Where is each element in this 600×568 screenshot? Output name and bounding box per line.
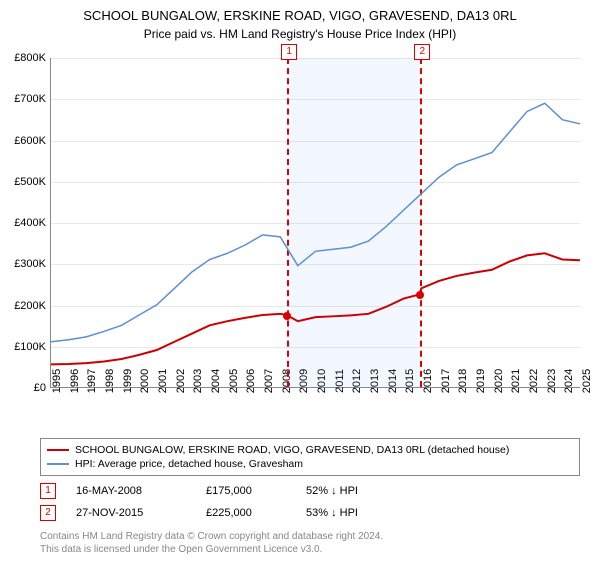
y-axis-label: £800K: [14, 52, 46, 64]
y-axis-label: £600K: [14, 135, 46, 147]
sale-date: 16-MAY-2008: [76, 485, 186, 497]
sale-date: 27-NOV-2015: [76, 507, 186, 519]
sale-number: 1: [40, 483, 56, 499]
y-axis-label: £0: [34, 382, 46, 394]
legend-swatch: [47, 463, 69, 465]
y-axis-label: £200K: [14, 300, 46, 312]
sale-price: £225,000: [206, 507, 286, 519]
chart-subtitle: Price paid vs. HM Land Registry's House …: [0, 27, 600, 41]
y-axis-label: £500K: [14, 176, 46, 188]
chart-area: £0£100K£200K£300K£400K£500K£600K£700K£80…: [50, 58, 580, 388]
series-property: [51, 253, 580, 364]
sale-row: 2 27-NOV-2015 £225,000 53% ↓ HPI: [40, 502, 580, 524]
legend: SCHOOL BUNGALOW, ERSKINE ROAD, VIGO, GRA…: [40, 438, 580, 476]
sales-table: 1 16-MAY-2008 £175,000 52% ↓ HPI 2 27-NOV-201…: [40, 480, 580, 524]
sale-number: 2: [40, 505, 56, 521]
plot-region: £0£100K£200K£300K£400K£500K£600K£700K£80…: [50, 58, 580, 388]
sale-row: 1 16-MAY-2008 £175,000 52% ↓ HPI: [40, 480, 580, 502]
chart-title: SCHOOL BUNGALOW, ERSKINE ROAD, VIGO, GRA…: [0, 8, 600, 25]
legend-item: HPI: Average price, detached house, Grav…: [47, 457, 573, 471]
sale-marker-dot: [416, 291, 424, 299]
sale-hpi-delta: 53% ↓ HPI: [306, 507, 396, 519]
legend-swatch: [47, 449, 69, 451]
y-axis-label: £400K: [14, 217, 46, 229]
y-axis-label: £300K: [14, 258, 46, 270]
sale-hpi-delta: 52% ↓ HPI: [306, 485, 396, 497]
sale-marker-dot: [283, 312, 291, 320]
footer-attribution: Contains HM Land Registry data © Crown c…: [40, 530, 580, 556]
chart-lines: [51, 58, 580, 387]
legend-label: HPI: Average price, detached house, Grav…: [75, 458, 303, 470]
y-axis-label: £100K: [14, 341, 46, 353]
legend-item: SCHOOL BUNGALOW, ERSKINE ROAD, VIGO, GRA…: [47, 443, 573, 457]
sale-price: £175,000: [206, 485, 286, 497]
legend-label: SCHOOL BUNGALOW, ERSKINE ROAD, VIGO, GRA…: [75, 444, 509, 456]
y-axis-label: £700K: [14, 93, 46, 105]
x-axis-label: 2025: [581, 369, 593, 393]
footer-line-2: This data is licensed under the Open Gov…: [40, 543, 580, 556]
series-hpi: [51, 103, 580, 341]
footer-line-1: Contains HM Land Registry data © Crown c…: [40, 530, 580, 543]
